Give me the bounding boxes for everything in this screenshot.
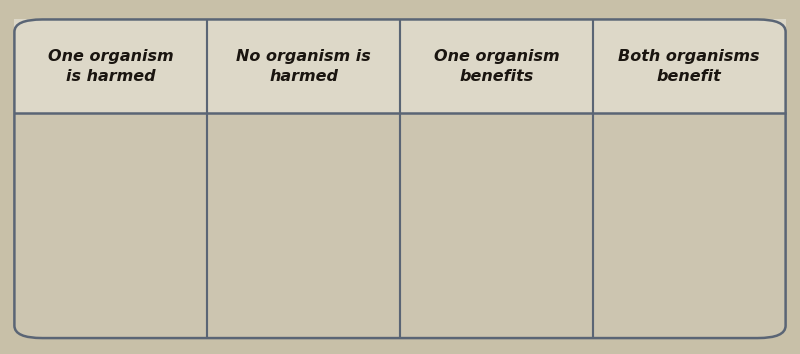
Bar (14, 19, 786, 113)
Text: One organism
is harmed: One organism is harmed (48, 49, 174, 84)
FancyBboxPatch shape (14, 19, 786, 338)
Text: Both organisms
benefit: Both organisms benefit (618, 49, 760, 84)
Text: One organism
benefits: One organism benefits (434, 49, 559, 84)
Text: No organism is
harmed: No organism is harmed (236, 49, 371, 84)
